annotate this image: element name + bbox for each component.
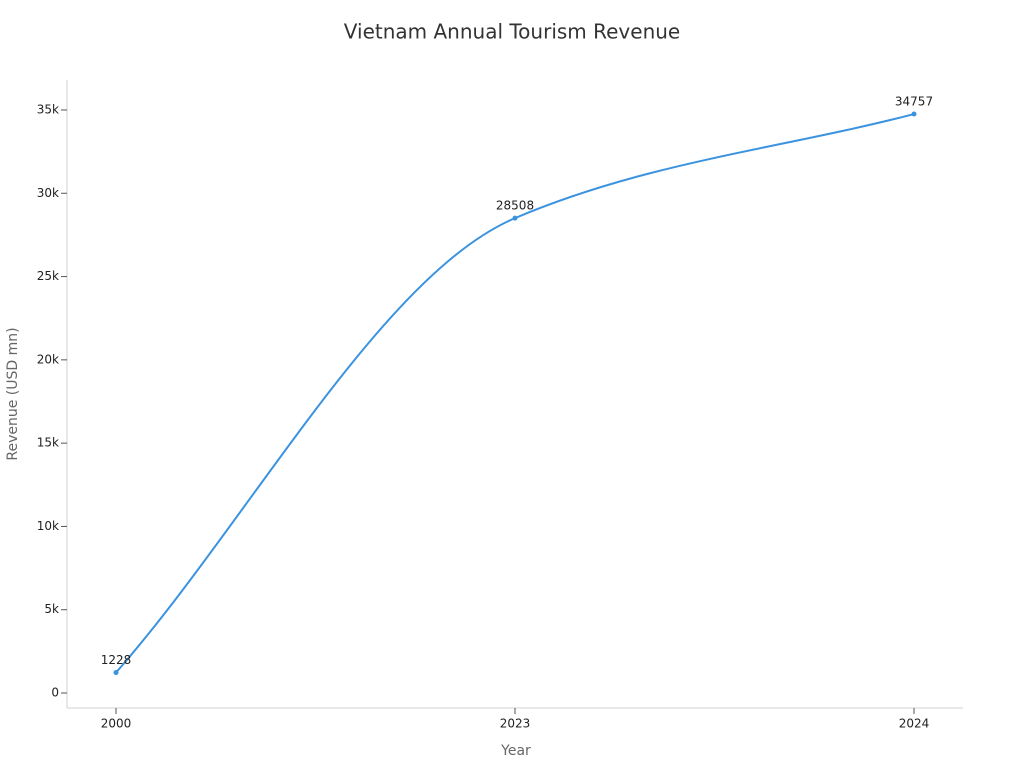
point: [113, 670, 119, 676]
y-tick-label: 30k: [37, 186, 59, 200]
x-tick-label: 2000: [101, 717, 132, 731]
point: [512, 215, 518, 221]
line: [115, 113, 915, 674]
y-tick-label: 10k: [37, 519, 59, 533]
y-tick-label: 25k: [37, 269, 59, 283]
data-label: 34757: [895, 95, 933, 109]
x-axis-label: Year: [500, 743, 531, 759]
point: [911, 111, 917, 117]
y-tick-label: 20k: [37, 352, 59, 366]
y-tick-label: 15k: [37, 436, 59, 450]
data-label: 28508: [496, 199, 534, 213]
x-tick-label: 2023: [500, 717, 531, 731]
chart-title: Vietnam Annual Tourism Revenue: [344, 20, 680, 44]
y-tick-label: 35k: [37, 102, 59, 116]
y-tick-label: 5k: [44, 602, 59, 616]
x-tick-label: 2024: [899, 717, 930, 731]
y-tick-label: 0: [51, 686, 59, 700]
data-label: 1228: [101, 653, 132, 667]
y-axis-label: Revenue (USD mn): [5, 327, 21, 460]
